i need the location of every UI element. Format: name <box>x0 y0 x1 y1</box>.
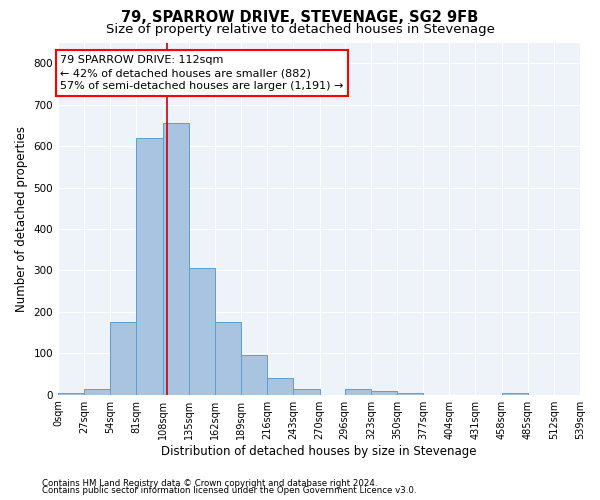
Bar <box>110 322 136 394</box>
Bar <box>502 392 528 394</box>
Text: Size of property relative to detached houses in Stevenage: Size of property relative to detached ho… <box>106 22 494 36</box>
Bar <box>267 378 293 394</box>
Y-axis label: Number of detached properties: Number of detached properties <box>15 126 28 312</box>
Bar <box>215 322 241 394</box>
Bar <box>371 390 397 394</box>
Bar <box>397 392 423 394</box>
X-axis label: Distribution of detached houses by size in Stevenage: Distribution of detached houses by size … <box>161 444 477 458</box>
Bar <box>189 268 215 394</box>
Text: 79, SPARROW DRIVE, STEVENAGE, SG2 9FB: 79, SPARROW DRIVE, STEVENAGE, SG2 9FB <box>121 10 479 25</box>
Bar <box>241 354 267 395</box>
Bar <box>58 392 84 394</box>
Text: Contains public sector information licensed under the Open Government Licence v3: Contains public sector information licen… <box>42 486 416 495</box>
Bar <box>136 138 163 394</box>
Bar <box>163 124 189 394</box>
Bar <box>84 390 110 394</box>
Text: 79 SPARROW DRIVE: 112sqm
← 42% of detached houses are smaller (882)
57% of semi-: 79 SPARROW DRIVE: 112sqm ← 42% of detach… <box>60 55 343 92</box>
Text: Contains HM Land Registry data © Crown copyright and database right 2024.: Contains HM Land Registry data © Crown c… <box>42 478 377 488</box>
Bar <box>293 390 320 394</box>
Bar <box>344 390 371 394</box>
